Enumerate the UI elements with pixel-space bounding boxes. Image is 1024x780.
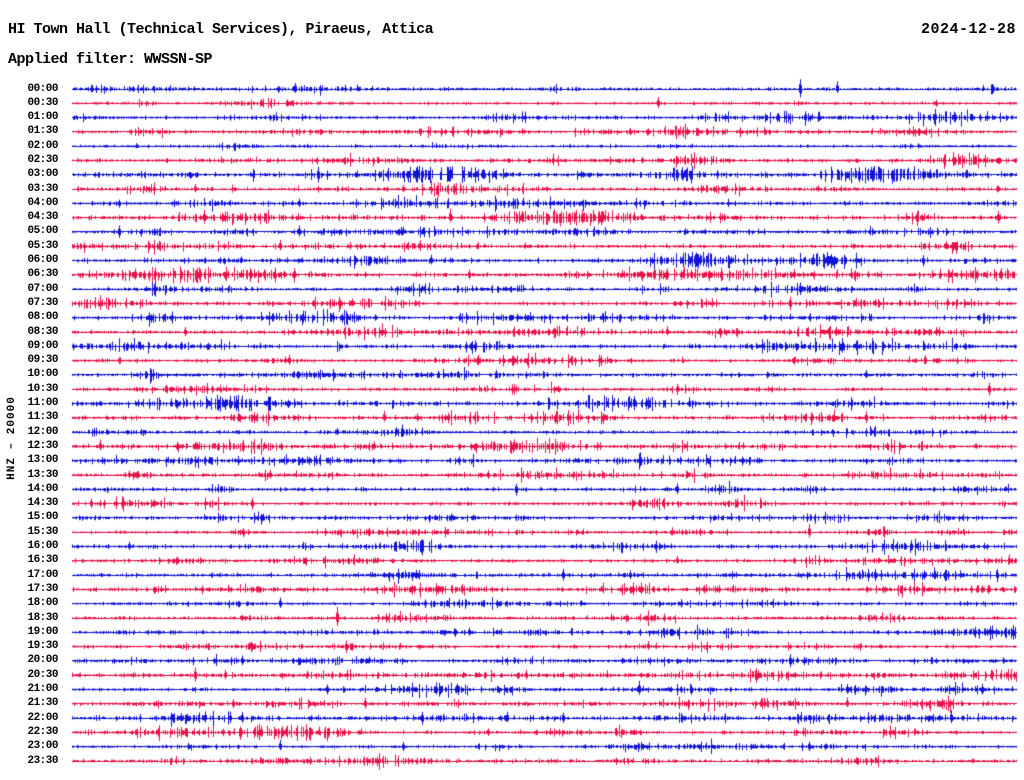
time-label: 18:00 xyxy=(27,597,58,610)
time-label: 15:00 xyxy=(27,511,58,524)
time-label: 02:30 xyxy=(27,153,58,166)
time-label: 23:00 xyxy=(27,740,58,753)
time-label: 22:00 xyxy=(27,711,58,724)
time-label: 20:00 xyxy=(27,654,58,667)
time-label: 01:30 xyxy=(27,125,58,138)
time-label: 08:00 xyxy=(27,311,58,324)
time-label: 12:00 xyxy=(27,425,58,438)
time-label: 10:00 xyxy=(27,368,58,381)
time-label: 19:00 xyxy=(27,625,58,638)
time-label: 16:30 xyxy=(27,554,58,567)
time-label: 13:00 xyxy=(27,454,58,467)
date-label: 2024-12-28 xyxy=(920,21,1016,38)
time-label: 03:00 xyxy=(27,168,58,181)
time-label: 17:00 xyxy=(27,568,58,581)
time-label: 21:30 xyxy=(27,697,58,710)
time-label: 21:00 xyxy=(27,683,58,695)
time-label: 16:00 xyxy=(27,540,58,553)
time-label: 13:30 xyxy=(27,468,58,481)
time-label: 09:30 xyxy=(27,354,58,367)
time-label: 08:30 xyxy=(27,325,58,338)
time-label: 15:30 xyxy=(27,525,58,538)
time-label: 17:30 xyxy=(27,582,58,595)
time-label: 14:00 xyxy=(27,482,58,495)
time-label: 03:30 xyxy=(27,182,58,195)
time-label: 07:00 xyxy=(27,282,58,295)
time-label: 05:30 xyxy=(27,239,58,252)
time-label: 02:00 xyxy=(27,139,58,152)
time-label: 11:00 xyxy=(27,397,58,410)
time-label: 04:00 xyxy=(27,196,58,209)
time-label: 07:30 xyxy=(27,296,58,309)
time-label: 01:00 xyxy=(27,111,58,124)
time-label: 12:30 xyxy=(27,439,58,452)
time-label: 18:30 xyxy=(27,611,58,624)
time-label: 00:00 xyxy=(27,82,58,95)
applied-filter-label: Applied filter: WWSSN-SP xyxy=(8,51,213,68)
time-label: 23:30 xyxy=(27,754,58,767)
time-label: 22:30 xyxy=(27,725,58,738)
time-label: 11:30 xyxy=(27,411,58,424)
time-label: 10:30 xyxy=(27,382,58,395)
time-label: 04:30 xyxy=(27,211,58,224)
time-label: 06:30 xyxy=(27,268,58,281)
time-label: 09:00 xyxy=(27,339,58,352)
time-label: 14:30 xyxy=(27,497,58,510)
time-label: 00:30 xyxy=(27,96,58,109)
time-label: 05:00 xyxy=(27,225,58,238)
time-label: 06:00 xyxy=(27,254,58,267)
time-label: 19:30 xyxy=(27,640,58,653)
station-title: HI Town Hall (Technical Services), Pirae… xyxy=(8,21,434,38)
time-label: 20:30 xyxy=(27,668,58,681)
